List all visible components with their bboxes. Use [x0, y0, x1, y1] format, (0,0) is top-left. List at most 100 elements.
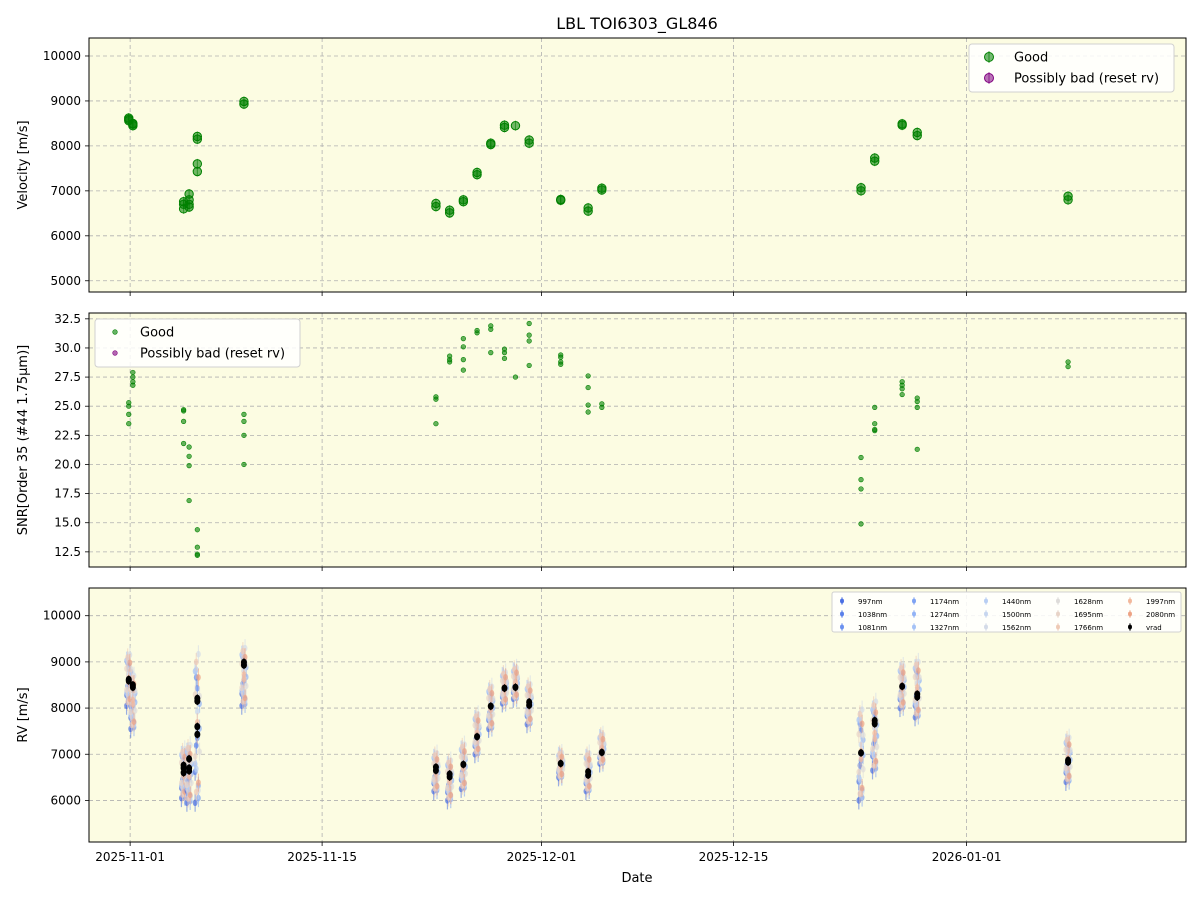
snr-point — [526, 362, 532, 369]
legend-box — [968, 43, 1175, 93]
wavelength-point — [130, 696, 136, 704]
snr-point — [585, 409, 591, 415]
y-tick-label: 27.5 — [54, 370, 81, 384]
wavelength-point — [857, 790, 863, 798]
snr-point — [858, 521, 864, 527]
y-tick-label: 30.0 — [54, 341, 81, 355]
wavelength-point — [527, 687, 533, 694]
wavelength-point — [860, 765, 866, 773]
wavelength-point — [448, 763, 454, 771]
snr-point — [585, 373, 591, 379]
wavelength-point — [196, 650, 201, 658]
snr-point — [130, 374, 136, 380]
legend-marker — [840, 611, 844, 617]
snr-point — [899, 386, 905, 392]
snr-point — [126, 411, 132, 417]
vrad-point — [899, 682, 906, 690]
wavelength-point — [192, 799, 198, 807]
legend-marker — [112, 329, 118, 335]
plot-frame — [88, 37, 1187, 293]
snr-point — [558, 354, 564, 360]
wavelength-point — [871, 701, 877, 709]
snr-point — [858, 477, 864, 483]
wavelength-point — [489, 690, 495, 697]
legend-label: 1038nm — [858, 611, 887, 619]
velocity-point — [524, 135, 534, 145]
velocity-point — [128, 119, 138, 130]
snr-point — [512, 374, 519, 380]
snr-point — [241, 432, 247, 438]
snr-point — [474, 330, 480, 336]
snr-point — [186, 497, 192, 504]
legend-label: 1766nm — [1074, 624, 1103, 632]
x-tick-label: 2026-01-01 — [932, 850, 1002, 864]
velocity-point — [472, 167, 482, 178]
snr-point — [241, 418, 247, 424]
y-tick-label: 17.5 — [54, 487, 81, 501]
snr-point — [526, 320, 532, 327]
wavelength-point — [859, 720, 865, 728]
y-tick-label: 7000 — [50, 184, 81, 198]
wavelength-point — [125, 654, 131, 661]
snr-point — [181, 418, 187, 424]
snr-point — [126, 421, 132, 427]
snr-point — [126, 403, 132, 409]
wavelength-point — [180, 748, 185, 756]
snr-point — [130, 369, 136, 376]
wavelength-point — [197, 748, 202, 755]
vrad-point — [432, 763, 439, 771]
wavelength-point — [859, 784, 865, 792]
snr-point — [914, 404, 920, 410]
wavelength-point — [434, 756, 440, 763]
legend-label: Possibly bad (reset rv) — [140, 347, 285, 362]
velocity-point — [499, 120, 510, 130]
snr-point — [186, 444, 192, 450]
wavelength-point — [193, 658, 199, 666]
snr-point — [460, 344, 466, 350]
legend-label: 1500nm — [1002, 611, 1031, 619]
legend-marker — [840, 598, 844, 604]
wavelength-point — [856, 768, 862, 776]
wavelength-point — [185, 744, 191, 752]
snr-point — [488, 350, 494, 356]
legend-label: 1562nm — [1002, 624, 1031, 632]
x-tick-label: 2025-11-15 — [287, 850, 357, 864]
wavelength-point — [184, 781, 190, 789]
x-tick-label: 2025-12-01 — [507, 850, 577, 864]
wavelength-point — [859, 706, 865, 713]
legend-label: 1695nm — [1074, 611, 1103, 619]
snr-point — [130, 382, 136, 388]
wavelength-point — [462, 779, 467, 787]
legend-label: 1440nm — [1002, 598, 1031, 606]
wavelength-point — [462, 748, 467, 755]
wavelength-point — [874, 743, 880, 751]
velocity-point — [912, 127, 922, 138]
velocity-point — [870, 153, 880, 163]
wavelength-point — [503, 673, 508, 681]
snr-point — [447, 359, 453, 365]
y-tick-label: 7000 — [50, 747, 81, 761]
vrad-point — [125, 675, 132, 684]
wavelength-point — [192, 753, 198, 760]
y-tick-label: 10000 — [43, 609, 81, 623]
legend-label: 997nm — [858, 598, 883, 606]
wavelength-point — [131, 718, 137, 725]
snr-point — [858, 486, 864, 492]
vrad-point — [180, 761, 187, 769]
snr-point — [181, 440, 187, 447]
snr-point — [501, 355, 508, 362]
velocity-point — [458, 195, 469, 205]
legend-marker — [1128, 598, 1132, 604]
legend-marker — [912, 598, 916, 604]
vrad-point — [240, 658, 247, 666]
snr-point — [872, 421, 878, 427]
y-tick-label: 8000 — [50, 701, 81, 715]
snr-point — [526, 332, 532, 338]
vrad-point — [871, 716, 878, 725]
snr-point — [914, 446, 920, 452]
y-tick-label: 9000 — [50, 655, 81, 669]
legend-label: vrad — [1146, 624, 1162, 632]
velocity-point — [444, 205, 455, 215]
vrad-point — [194, 722, 201, 731]
